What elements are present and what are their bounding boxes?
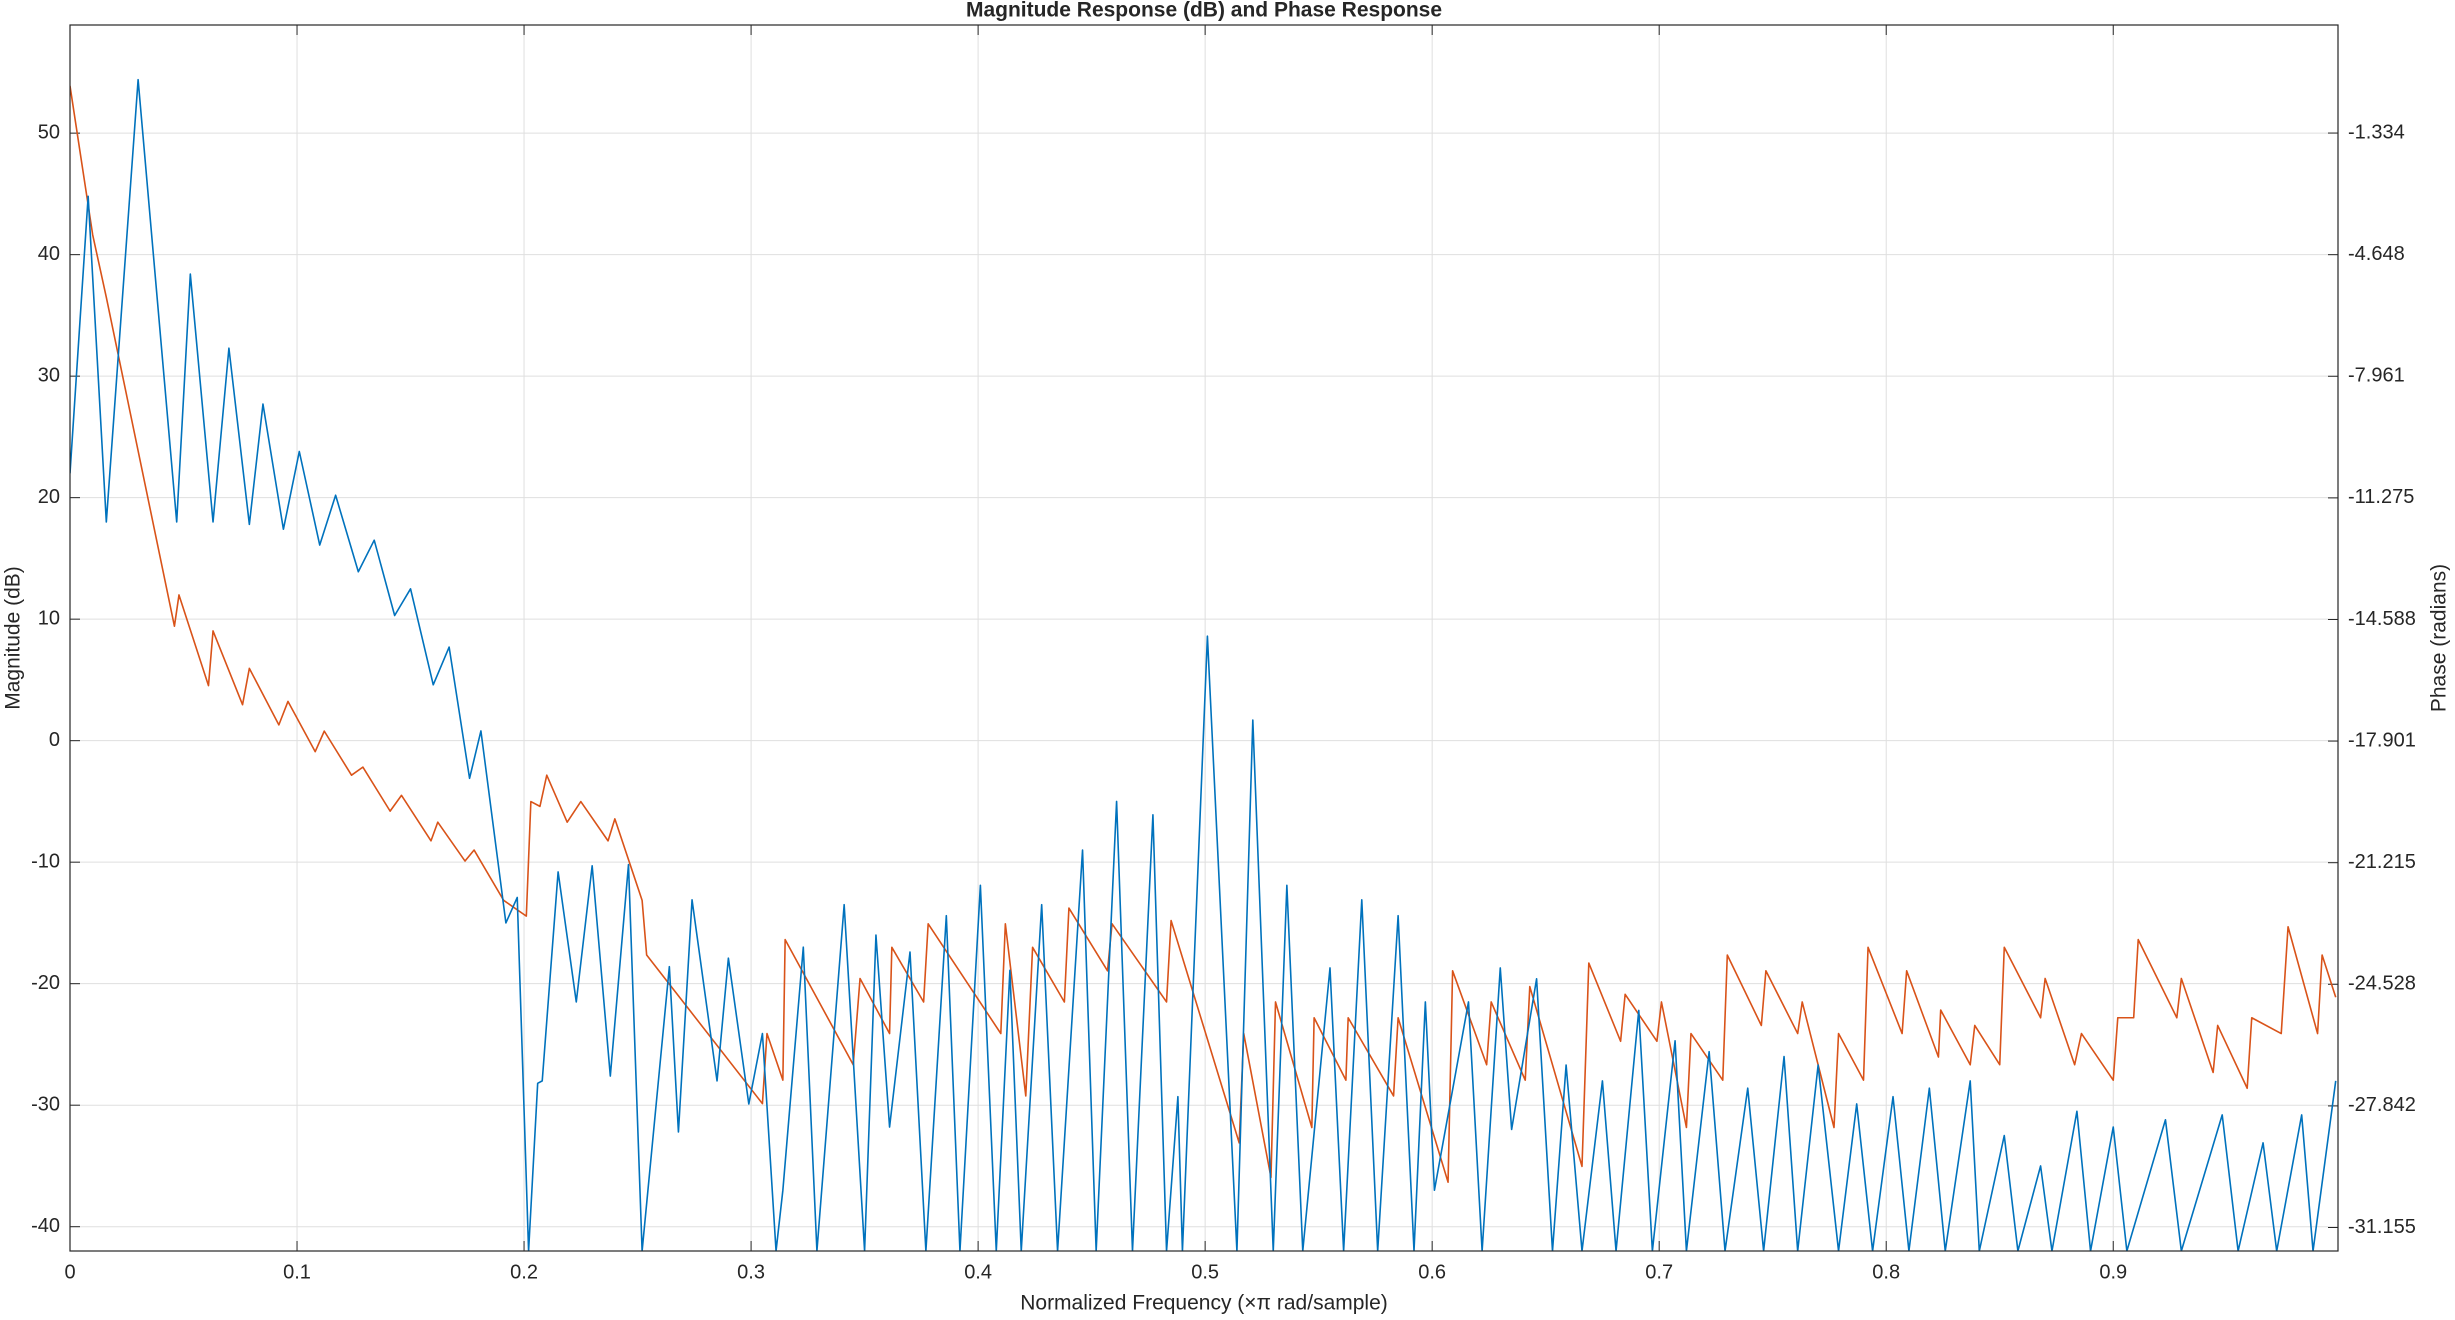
x-tick-label: 0.8: [1872, 1261, 1900, 1283]
y-tick-label: 50: [38, 121, 60, 143]
x-tick-label: 0.9: [2099, 1261, 2127, 1283]
y-tick-label: -20: [31, 972, 60, 994]
y-tick-label: -30: [31, 1093, 60, 1115]
x-tick-label: 0.4: [964, 1261, 992, 1283]
plot-frame: [69, 24, 2339, 1252]
x-tick-label: 0.2: [510, 1261, 538, 1283]
y2-tick-label: -17.901: [2348, 729, 2416, 751]
y-tick-label: 20: [38, 486, 60, 508]
x-axis-label: Normalized Frequency (×π rad/sample): [1020, 1292, 1388, 1315]
y2-tick-label: -21.215: [2348, 851, 2416, 873]
y2-axis-label: Phase (radians): [2428, 564, 2451, 712]
y2-tick-label: -14.588: [2348, 608, 2416, 630]
x-tick-label: 0.1: [283, 1261, 311, 1283]
chart-title: Magnitude Response (dB) and Phase Respon…: [966, 0, 1442, 22]
y-tick-label: -10: [31, 850, 60, 872]
y2-tick-label: -7.961: [2348, 365, 2405, 387]
y-tick-label: 30: [38, 364, 60, 386]
x-tick-label: 0.7: [1645, 1261, 1673, 1283]
y-tick-label: 0: [49, 729, 60, 751]
series-line: [70, 78, 2337, 1251]
y2-tick-label: -4.648: [2348, 243, 2405, 265]
x-tick-label: 0.3: [737, 1261, 765, 1283]
x-tick-label: 0: [64, 1261, 75, 1283]
x-tick-label: 0.5: [1191, 1261, 1219, 1283]
y2-tick-label: -27.842: [2348, 1094, 2416, 1116]
y2-tick-label: -1.334: [2348, 121, 2405, 143]
y-tick-label: -40: [31, 1215, 60, 1237]
y-axis-label: Magnitude (dB): [2, 566, 25, 710]
y-tick-label: 40: [38, 243, 60, 265]
x-tick-label: 0.6: [1418, 1261, 1446, 1283]
y2-tick-label: -31.155: [2348, 1216, 2416, 1238]
y-tick-label: 10: [38, 607, 60, 629]
y2-tick-label: -24.528: [2348, 973, 2416, 995]
y2-tick-label: -11.275: [2348, 486, 2414, 508]
series-line: [70, 85, 2337, 1183]
